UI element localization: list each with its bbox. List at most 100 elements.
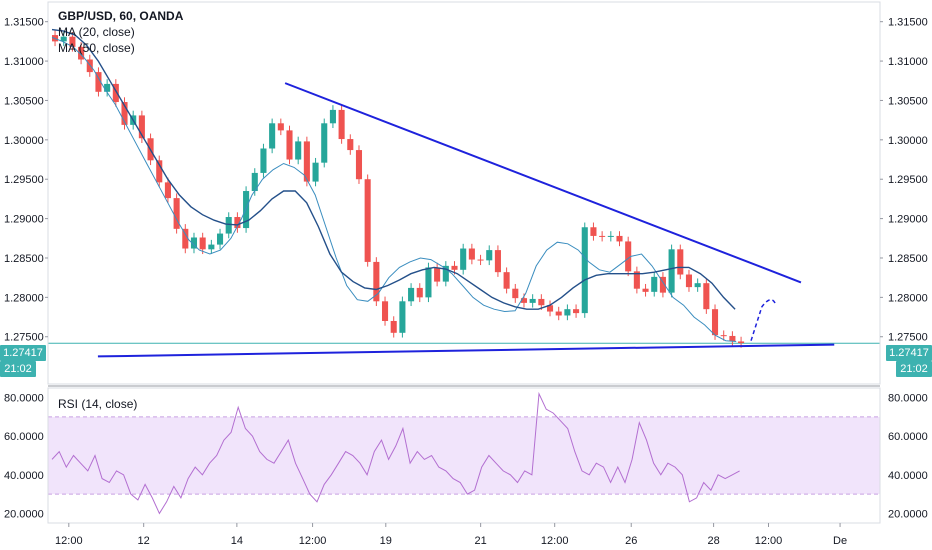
candle-body (60, 36, 67, 42)
candle-body (138, 115, 145, 139)
price-tick-label: 1.29000 (4, 214, 44, 226)
candle-body (685, 274, 693, 288)
rsi-tick-label: 60.0000 (4, 431, 44, 443)
candle-body (321, 123, 328, 163)
candle-body (486, 250, 493, 261)
candle-body (668, 249, 675, 293)
time-tick-label: 12 (138, 535, 150, 547)
time-tick-label: 12:00 (755, 535, 783, 547)
candle-body (347, 139, 354, 151)
price-pane[interactable] (48, 28, 880, 358)
candle-body (329, 109, 336, 124)
time-tick-label: 12:00 (55, 535, 83, 547)
rsi-pane-frame (47, 387, 881, 524)
candle-body (477, 259, 484, 261)
time-tick-label: 28 (707, 535, 719, 547)
projection-path (750, 298, 777, 341)
price-tick-label: 1.31000 (888, 56, 928, 68)
candle-body (590, 227, 597, 236)
rsi-tick-label: 80.0000 (888, 393, 928, 405)
candle-body (251, 172, 258, 192)
candle-body (303, 141, 310, 182)
candle-body (373, 261, 380, 302)
price-tick-label: 1.28000 (888, 292, 928, 304)
price-tick-label: 1.30000 (4, 135, 44, 147)
candle-body (564, 309, 571, 316)
candle-body (729, 335, 736, 342)
rsi-tick-label: 40.0000 (888, 470, 928, 482)
countdown-tag-left: 21:02 (0, 361, 36, 377)
candle-body (78, 46, 85, 60)
candle-body (182, 228, 189, 249)
candle-body (269, 123, 276, 149)
rsi-tick-label: 20.0000 (888, 508, 928, 520)
candle-body (277, 123, 284, 131)
price-tick-label: 1.31500 (888, 17, 928, 29)
candle-body (312, 162, 319, 182)
candle-body (538, 298, 545, 306)
price-tick-label: 1.31500 (4, 17, 44, 29)
rsi-legend: RSI (14, close) (58, 396, 137, 412)
candle-body (416, 287, 423, 298)
candle-body (616, 235, 623, 242)
legend-ma50: MA (50, close) (58, 41, 135, 55)
candle-body (529, 298, 536, 303)
rsi-tick-label: 80.0000 (4, 393, 44, 405)
candle-body (190, 237, 198, 249)
candle-body (468, 248, 475, 260)
candle-body (651, 276, 658, 292)
candle-body (216, 233, 224, 245)
candle-body (86, 59, 93, 73)
rsi-band (48, 416, 880, 495)
time-tick-label: 14 (231, 535, 243, 547)
legend-symbol: GBP/USD, 60, OANDA (58, 9, 184, 23)
candle-body (208, 244, 215, 250)
price-tick-label: 1.28500 (888, 253, 928, 265)
last-price-tag-right: 1.27417 (886, 345, 932, 361)
candle-body (520, 298, 528, 303)
candle-body (573, 309, 580, 314)
rsi-tick-label: 20.0000 (4, 508, 44, 520)
candle-body (599, 235, 606, 237)
candle-body (425, 267, 432, 298)
price-tick-label: 1.28000 (4, 292, 44, 304)
candle-body (694, 283, 701, 288)
candle-body (295, 141, 302, 160)
candle-body (338, 109, 345, 140)
candle-body (703, 283, 710, 310)
candle-body (112, 83, 119, 103)
candle-body (164, 182, 171, 199)
price-tick-label: 1.30500 (888, 95, 928, 107)
candle-body (225, 217, 232, 234)
price-pane-frame (47, 1, 881, 385)
candle-body (156, 160, 163, 183)
price-tick-label: 1.31000 (4, 56, 44, 68)
axes: 1.31500 1.31500 1.31000 1.31000 1.30500 1.305… (4, 1, 928, 547)
candle-body (390, 320, 397, 333)
rsi-pane[interactable] (48, 391, 880, 515)
candle-body (69, 36, 76, 47)
candle-body (503, 272, 510, 289)
candle-body (581, 227, 588, 314)
countdown-tag-right: 21:02 (896, 361, 932, 377)
price-tick-label: 1.29500 (888, 174, 928, 186)
candle-body (633, 271, 640, 289)
candle-body (399, 301, 406, 333)
candle-body (121, 102, 128, 125)
last-price-tag-left: 1.27417 (0, 345, 46, 361)
ma20-line (51, 36, 737, 342)
price-tick-label: 1.29500 (4, 174, 44, 186)
price-tick-label: 1.28500 (4, 253, 44, 265)
support-trendline[interactable] (97, 343, 835, 358)
candle-body (460, 248, 467, 270)
rsi-tick-label: 40.0000 (4, 470, 44, 482)
descending-trendline[interactable] (284, 82, 802, 284)
candle-body (607, 235, 614, 237)
candle-body (286, 130, 293, 160)
candle-body (642, 288, 649, 292)
ma50-line (51, 28, 736, 310)
candle-body (260, 148, 267, 173)
candle-body (173, 198, 180, 229)
candle-body (546, 305, 554, 312)
